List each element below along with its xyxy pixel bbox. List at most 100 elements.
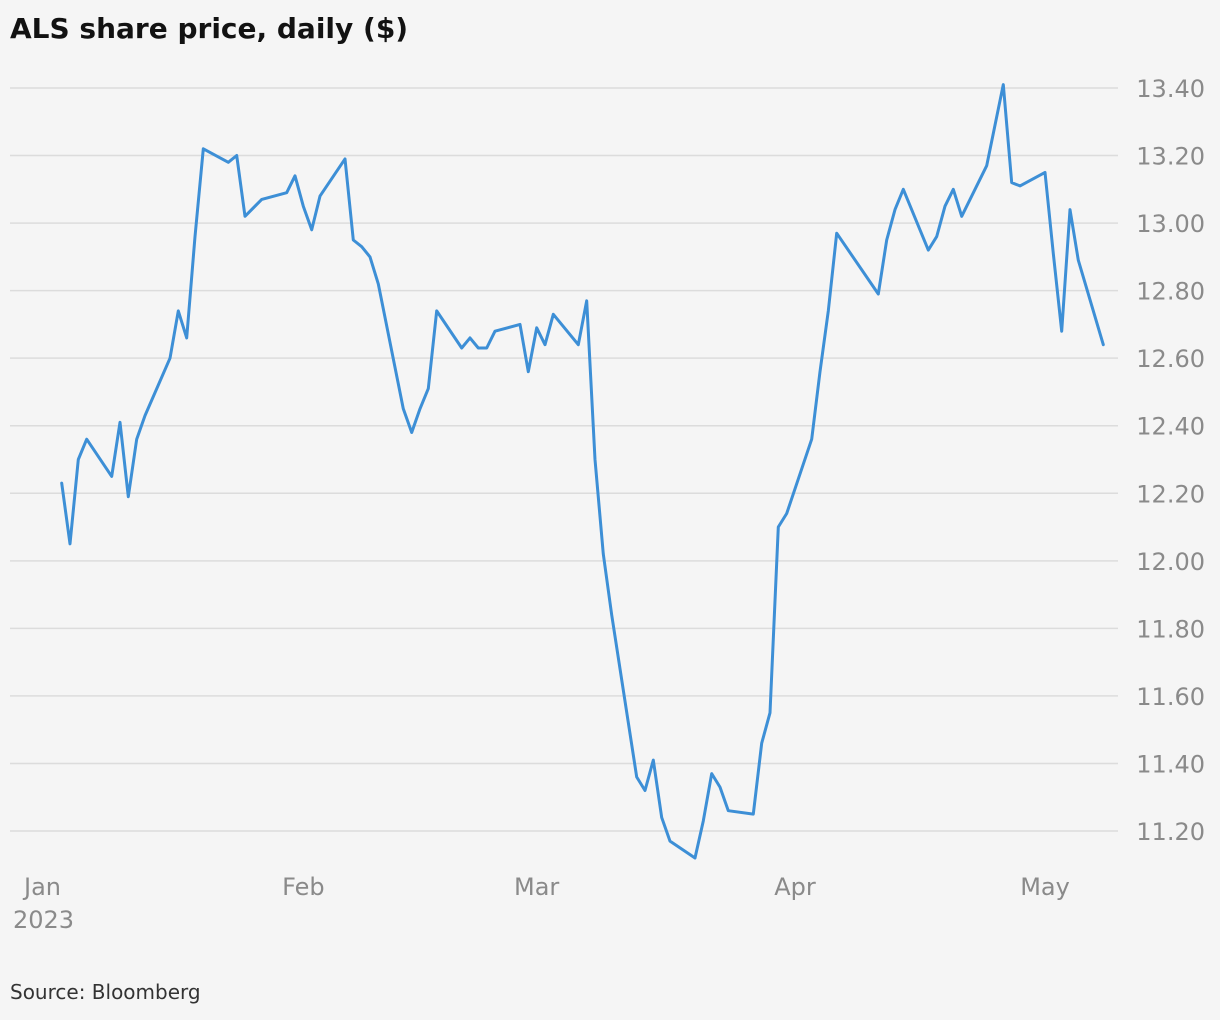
data-point: [602, 553, 605, 556]
data-point: [694, 857, 697, 860]
data-point: [227, 161, 230, 164]
data-point: [785, 512, 788, 515]
data-point: [519, 323, 522, 326]
y-tick-label: 12.60: [1136, 345, 1205, 373]
y-tick-label: 13.40: [1136, 75, 1205, 103]
data-point: [1010, 181, 1013, 184]
line-chart: 11.20 11.40 11.60 11.80 12.00 12.20 12.40 12.60…: [10, 75, 1205, 934]
data-point: [144, 414, 147, 417]
data-point: [544, 343, 547, 346]
data-point: [202, 147, 205, 150]
data-point: [985, 164, 988, 167]
data-point: [644, 789, 647, 792]
data-point: [635, 776, 638, 779]
data-point: [127, 495, 130, 498]
data-point: [194, 235, 197, 238]
data-point: [260, 198, 263, 201]
y-tick-label: 12.00: [1136, 548, 1205, 576]
y-tick-label: 13.00: [1136, 210, 1205, 238]
data-point: [702, 819, 705, 822]
data-point: [669, 840, 672, 843]
data-point: [410, 431, 413, 434]
y-axis-tick-labels: 11.20 11.40 11.60 11.80 12.00 12.20 12.40 12.60…: [1136, 75, 1205, 846]
x-tick-label: Mar: [514, 873, 559, 901]
x-axis-tick-labels: Jan 2023 Feb Mar Apr May: [13, 873, 1070, 934]
data-point: [319, 195, 322, 198]
data-point: [769, 711, 772, 714]
x-tick-label: Feb: [282, 873, 325, 901]
data-point: [244, 215, 247, 218]
data-point: [585, 299, 588, 302]
data-point: [235, 154, 238, 157]
data-point: [494, 330, 497, 333]
y-tick-label: 12.40: [1136, 413, 1205, 441]
data-point: [1060, 330, 1063, 333]
x-tick-label: May: [1020, 873, 1070, 901]
data-point: [610, 613, 613, 616]
data-point: [927, 249, 930, 252]
data-point: [469, 336, 472, 339]
data-point: [760, 742, 763, 745]
source-note: Source: Bloomberg: [10, 980, 201, 1004]
data-point: [285, 191, 288, 194]
data-point: [960, 215, 963, 218]
data-point: [1077, 259, 1080, 262]
y-tick-label: 13.20: [1136, 143, 1205, 171]
data-point: [552, 313, 555, 316]
data-point: [819, 370, 822, 373]
data-point: [727, 809, 730, 812]
data-point: [752, 813, 755, 816]
data-point: [719, 786, 722, 789]
data-point: [369, 255, 372, 258]
data-point: [935, 235, 938, 238]
y-tick-label: 11.40: [1136, 750, 1205, 778]
data-point: [177, 309, 180, 312]
data-point: [402, 407, 405, 410]
data-point: [835, 232, 838, 235]
x-tick-label: Jan: [22, 873, 61, 901]
data-point: [902, 188, 905, 191]
data-point: [952, 188, 955, 191]
data-point: [944, 205, 947, 208]
y-tick-label: 11.80: [1136, 615, 1205, 643]
data-point: [1069, 208, 1072, 211]
data-point: [660, 816, 663, 819]
price-line: [60, 83, 1105, 860]
data-point: [1102, 343, 1105, 346]
data-point: [360, 245, 363, 248]
data-point: [310, 228, 313, 231]
data-point: [419, 407, 422, 410]
data-point: [135, 438, 138, 441]
data-point: [535, 326, 538, 329]
data-point: [527, 370, 530, 373]
data-point: [169, 357, 172, 360]
data-point: [877, 293, 880, 296]
data-point: [344, 157, 347, 160]
data-point: [485, 347, 488, 350]
x-tick-year-label: 2023: [13, 906, 74, 934]
data-point: [302, 205, 305, 208]
data-point: [777, 526, 780, 529]
y-tick-label: 11.60: [1136, 683, 1205, 711]
grid-lines: [10, 87, 1118, 832]
data-point: [435, 309, 438, 312]
x-tick-label: Apr: [774, 873, 816, 901]
data-point: [810, 438, 813, 441]
data-point: [460, 347, 463, 350]
data-point: [885, 239, 888, 242]
data-point: [294, 174, 297, 177]
y-tick-label: 11.20: [1136, 818, 1205, 846]
data-point: [594, 458, 597, 461]
data-point: [1002, 83, 1005, 86]
data-point: [352, 239, 355, 242]
data-point: [894, 208, 897, 211]
data-point: [377, 282, 380, 285]
data-point: [1044, 171, 1047, 174]
data-point: [69, 542, 72, 545]
data-point: [119, 421, 122, 424]
data-point: [1052, 252, 1055, 255]
data-point: [77, 458, 80, 461]
data-point: [427, 387, 430, 390]
data-point: [60, 482, 63, 485]
y-tick-label: 12.20: [1136, 480, 1205, 508]
